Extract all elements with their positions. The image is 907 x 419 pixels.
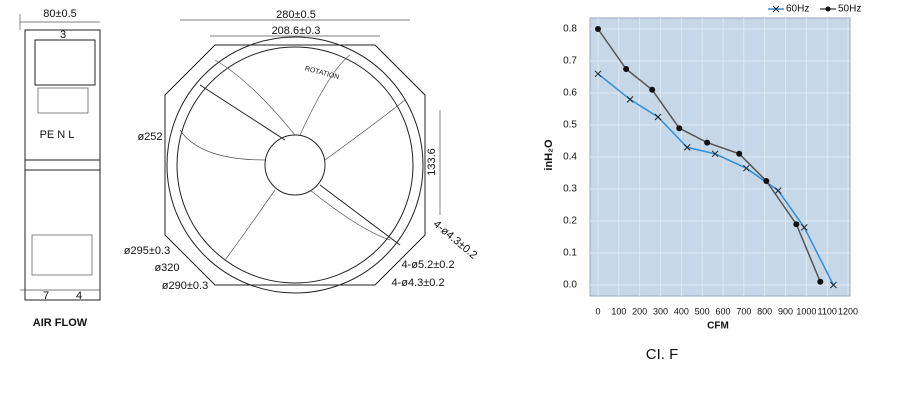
point [800,224,808,231]
point [774,187,782,194]
legend-marker [772,5,780,13]
point [649,86,656,93]
x-axis-label: CFM [707,321,729,332]
point [595,26,601,32]
dim-label: ø252 [137,131,162,143]
x-tick-label: 300 [653,306,668,316]
dim-label: 7 [43,290,49,302]
x-tick-label: 200 [632,306,647,316]
terminal-label: PE N L [40,129,75,141]
x-tick-label: 700 [736,306,751,316]
x-tick-label: 1000 [796,306,816,316]
dim-label: 80±0.5 [43,8,77,20]
ring [166,36,424,294]
point [711,150,719,158]
x-tick-label: 900 [778,306,793,316]
x-tick-label: 500 [695,306,710,316]
point [817,278,824,285]
chart: 0.0 0.1 0.2 0.3 0.4 0.5 0.6 0.7 0.8 0 100 200 300 400… [543,4,861,363]
legend-label: 60Hz [786,4,809,15]
y-tick-label: 0.3 [563,184,577,195]
dim-label: 4-ø5.2±0.2 [401,259,454,271]
x-tick-label: 800 [757,306,772,316]
point [704,139,711,146]
hub [31,234,93,276]
y-tick-label: 0.5 [563,120,577,131]
y-axis-label: inH₂O [543,139,555,171]
y-tick-label: 0.4 [563,152,577,163]
point [736,150,743,157]
dim-label: 280±0.5 [276,9,316,21]
point [763,178,770,184]
terminal-box [34,39,96,86]
dim-label: 3 [60,29,66,41]
point [654,113,662,121]
dim-label: ø290±0.3 [162,280,208,292]
x-tick-label: 400 [674,306,689,316]
legend-marker [825,6,831,12]
frame [164,44,426,286]
point [676,125,683,132]
dim-label: 4 [76,290,82,302]
rotation: ROTATION [304,65,340,81]
point [623,66,630,72]
x-tick-label: 0 [595,306,600,316]
y-tick-label: 0.1 [563,248,577,259]
point [626,96,634,103]
air-flow: AIR FLOW [33,317,88,329]
x-tick-label: 1100 [817,306,836,316]
x-tick-label: 100 [611,306,626,316]
y-tick-label: 0.8 [563,24,577,35]
x-tick-label: 1200 [838,306,858,316]
terminal [37,87,89,114]
point [742,164,750,172]
blades [179,54,406,261]
point [683,144,691,151]
y-tick-label: 0.6 [563,88,577,99]
strut [199,84,286,141]
y-tick-label: 0.7 [563,56,577,67]
x-tick-label: 600 [715,306,730,316]
dim-label: 4-ø4.3±0.2 [431,218,479,261]
dim-label: ø295±0.3 [124,245,170,257]
dim-label: 133.6 [426,148,438,176]
hub [264,134,326,196]
point [594,70,602,78]
point [830,281,837,289]
legend-label: 50Hz [838,4,861,15]
drawing: 80±0.5 3 PE N L 7 4 AIR FLOW 280±0.5 208… [19,8,479,329]
side-frame [24,29,101,301]
point [793,221,800,228]
dim-label: ø320 [154,262,179,274]
caption: CI. F [646,346,679,363]
strut [319,184,401,246]
dim-label: 208.6±0.3 [272,25,321,37]
y-tick-label: 0.2 [563,216,577,227]
y-tick-label: 0.0 [563,280,577,291]
ring [176,46,414,284]
dim-label: 4-ø4.3±0.2 [391,277,444,289]
